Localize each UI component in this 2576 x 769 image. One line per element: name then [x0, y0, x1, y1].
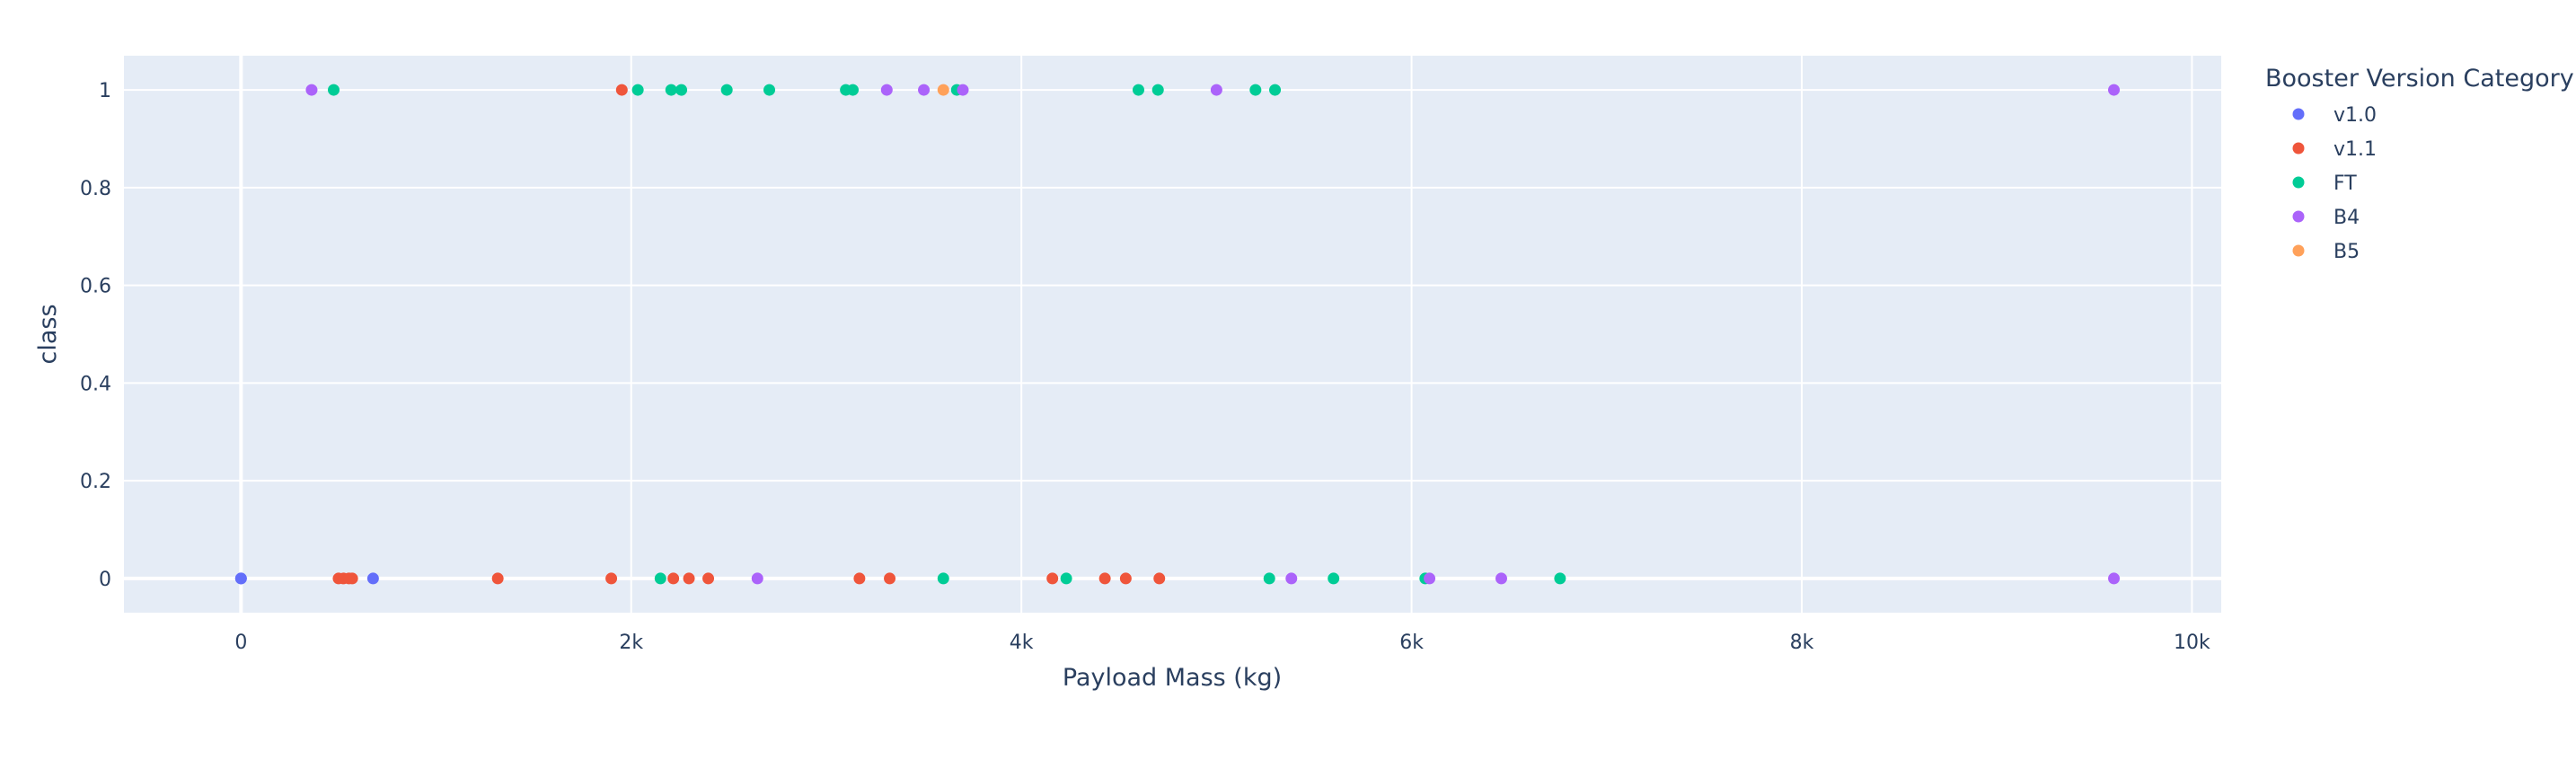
data-point — [1046, 572, 1059, 585]
data-point — [720, 84, 733, 96]
x-tick-label: 0 — [234, 632, 247, 654]
data-point — [957, 84, 969, 96]
legend-marker — [2292, 176, 2305, 189]
grid-layer — [124, 56, 2221, 613]
data-point — [1151, 84, 1164, 96]
series-v1-0 — [234, 572, 379, 585]
data-point — [342, 572, 355, 585]
data-point — [2108, 572, 2121, 585]
data-point — [305, 84, 318, 96]
x-tick-labels: 0 2k 4k 6k 8k 10k — [234, 632, 2210, 654]
legend-title: Booster Version Category — [2265, 65, 2574, 93]
data-point — [1495, 572, 1507, 585]
legend-item: FT — [2292, 172, 2357, 195]
series-B4 — [305, 84, 2121, 585]
data-point — [846, 84, 859, 96]
legend-marker — [2292, 244, 2305, 257]
data-point — [2108, 84, 2121, 96]
legend-marker — [2292, 210, 2305, 223]
x-tick-label: 2k — [619, 632, 643, 654]
data-point — [1060, 572, 1072, 585]
y-tick-labels: 0 0.2 0.4 0.6 0.8 1 — [80, 80, 111, 591]
data-point — [1424, 572, 1436, 585]
data-point — [937, 572, 949, 585]
data-point — [1263, 572, 1275, 585]
legend-item: v1.1 — [2292, 138, 2377, 161]
legend-label: v1.0 — [2333, 104, 2377, 127]
x-tick-label: 4k — [1010, 632, 1034, 654]
data-point — [631, 84, 644, 96]
data-point — [654, 572, 666, 585]
legend-item: v1.0 — [2292, 104, 2377, 127]
series-B5 — [937, 84, 949, 96]
data-point — [615, 84, 628, 96]
x-tick-label: 8k — [1790, 632, 1814, 654]
data-point — [1249, 84, 1262, 96]
y-tick-label: 0 — [99, 569, 111, 591]
y-tick-label: 0.2 — [80, 471, 111, 493]
data-point — [1098, 572, 1111, 585]
data-point — [1132, 84, 1144, 96]
y-tick-label: 1 — [99, 80, 111, 102]
data-point — [751, 572, 763, 585]
legend-marker — [2292, 108, 2305, 120]
legend-label: B4 — [2333, 207, 2360, 229]
data-point — [234, 572, 247, 585]
data-point — [1328, 572, 1340, 585]
data-point — [763, 84, 776, 96]
y-tick-label: 0.4 — [80, 373, 111, 395]
data-point — [667, 572, 680, 585]
data-point — [665, 84, 677, 96]
data-point — [675, 84, 688, 96]
legend-item: B4 — [2292, 207, 2360, 229]
plot-background — [124, 56, 2221, 613]
data-point — [1285, 572, 1298, 585]
data-point — [328, 84, 340, 96]
data-point — [702, 572, 715, 585]
y-tick-label: 0.6 — [80, 276, 111, 298]
x-axis-title: Payload Mass (kg) — [1063, 664, 1282, 692]
data-point — [1269, 84, 1282, 96]
y-tick-label: 0.8 — [80, 178, 111, 200]
points-layer — [234, 84, 2121, 585]
data-point — [366, 572, 379, 585]
data-point — [918, 84, 931, 96]
data-point — [605, 572, 618, 585]
y-axis-title: class — [34, 304, 62, 364]
data-point — [1554, 572, 1566, 585]
data-point — [683, 572, 695, 585]
legend-label: FT — [2333, 172, 2357, 195]
data-point — [937, 84, 949, 96]
data-point — [1119, 572, 1132, 585]
legend-item: B5 — [2292, 241, 2360, 263]
x-tick-label: 6k — [1399, 632, 1424, 654]
legend-label: B5 — [2333, 241, 2360, 263]
legend: v1.0 v1.1 FT B4 B5 — [2292, 104, 2377, 263]
series-v1-1 — [332, 84, 1166, 585]
data-point — [1153, 572, 1166, 585]
x-tick-label: 10k — [2174, 632, 2210, 654]
data-point — [884, 572, 896, 585]
legend-marker — [2292, 142, 2305, 155]
data-point — [491, 572, 504, 585]
legend-label: v1.1 — [2333, 138, 2377, 161]
data-point — [853, 572, 866, 585]
data-point — [880, 84, 893, 96]
data-point — [1210, 84, 1222, 96]
